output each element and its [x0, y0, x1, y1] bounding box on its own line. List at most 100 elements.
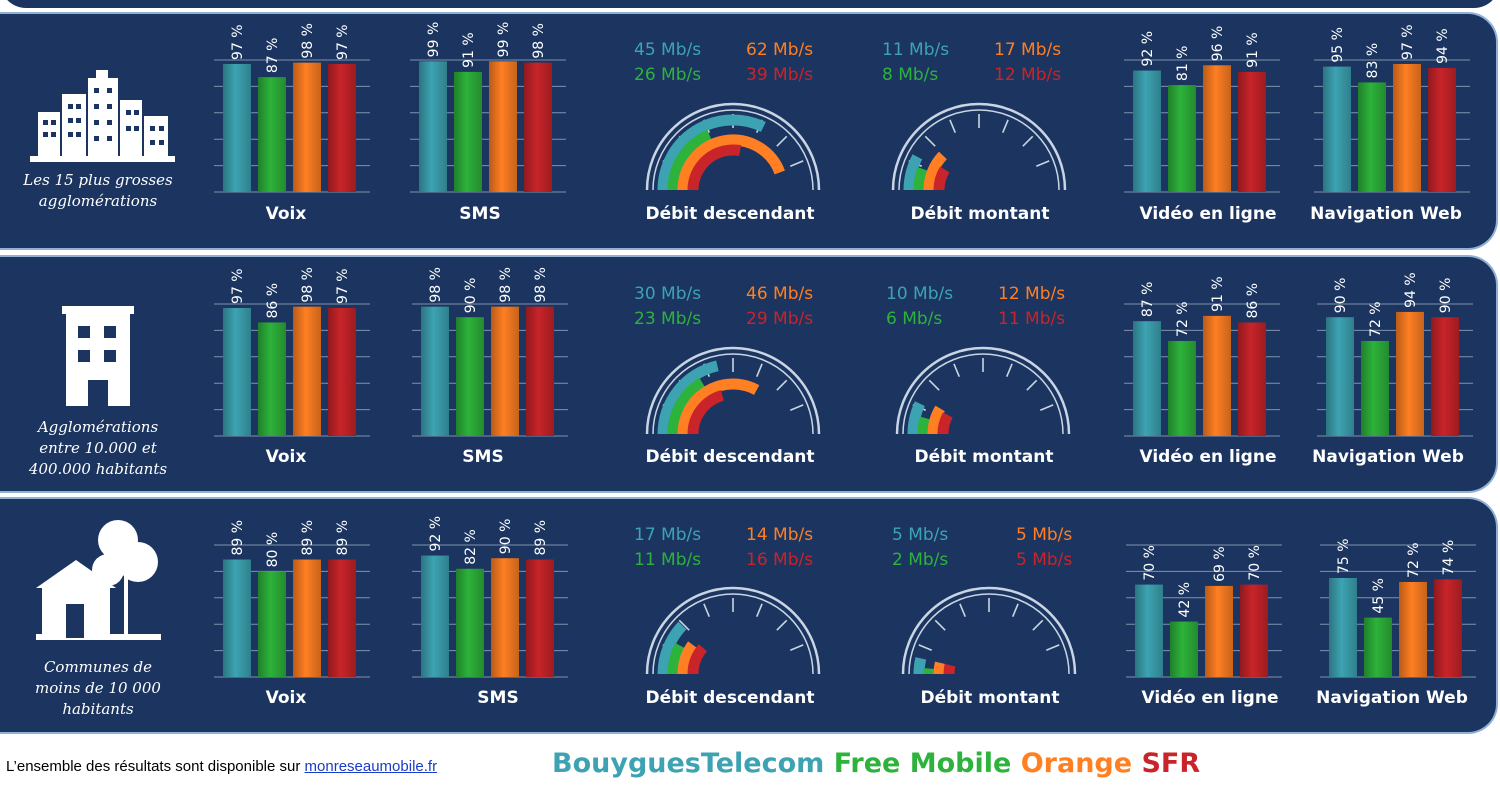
bar-sfr: [328, 307, 356, 436]
gauge-tick: [1026, 379, 1038, 391]
gauge-tick: [924, 135, 936, 147]
gauge-tick: [703, 603, 711, 618]
gauge-tick: [789, 404, 804, 412]
bar-value-label: 99 %: [496, 22, 512, 58]
metric-label-video: Vidéo en ligne: [1139, 204, 1277, 224]
gauge-arc-free: [917, 416, 931, 435]
bar-value-label: 94 %: [1403, 272, 1419, 308]
gauge-rim: [901, 586, 1077, 675]
speed-label-bouygues: 11 Mb/s: [882, 40, 950, 60]
gauge-rim: [652, 353, 814, 435]
speed-label-bouygues: 10 Mb/s: [886, 284, 954, 304]
speed-label-sfr: 29 Mb/s: [746, 309, 814, 329]
bar-value-label: 72 %: [1175, 301, 1191, 337]
gauge-tick: [776, 135, 788, 147]
gauge-arc-sfr: [943, 663, 956, 675]
bar-value-label: 99 %: [426, 22, 442, 58]
speed-label-bouygues: 30 Mb/s: [634, 284, 702, 304]
bar-chart-sms: 99 % 91 % 99 % 98 %: [410, 22, 566, 193]
bar-sfr: [526, 306, 554, 436]
speed-label-free: 8 Mb/s: [882, 65, 939, 85]
metric-label-debit-descendant: Débit descendant: [645, 447, 815, 467]
bar-value-label: 91 %: [1245, 32, 1261, 68]
bar-chart-voix: 89 % 80 % 89 % 89 %: [214, 520, 370, 678]
gauge-arc-sfr: [687, 390, 725, 435]
gauge-tick: [789, 644, 804, 652]
bar-sfr: [1238, 71, 1266, 192]
bar-value-label: 69 %: [1212, 546, 1228, 582]
bar-value-label: 98 %: [531, 23, 547, 59]
legend-sfr: SFR: [1141, 748, 1201, 779]
bar-value-label: 96 %: [1210, 26, 1226, 62]
bar-sfr: [1428, 67, 1456, 192]
bar-value-label: 87 %: [265, 38, 281, 74]
gauge-arc-sfr: [687, 144, 742, 191]
metric-label-video: Vidéo en ligne: [1139, 447, 1277, 467]
category-label-large-cities: Les 15 plus grosses agglomérations: [23, 171, 173, 210]
gauge-tick: [949, 119, 957, 134]
bar-chart-voix: 97 % 86 % 98 % 97 %: [214, 267, 370, 437]
bar-value-label: 72 %: [1368, 301, 1384, 337]
bar-orange: [491, 558, 519, 677]
bar-value-label: 80 %: [265, 532, 281, 568]
speed-label-sfr: 11 Mb/s: [998, 309, 1066, 329]
bar-free: [1364, 617, 1392, 677]
gauge-arc-orange: [677, 134, 785, 191]
legend-free: Free Mobile: [833, 748, 1012, 779]
gauge-debit-montant: [895, 346, 1071, 435]
bar-bouygues: [419, 61, 447, 192]
bar-value-label: 97 %: [230, 268, 246, 304]
metric-label-video: Vidéo en ligne: [1141, 688, 1279, 708]
bar-value-label: 91 %: [1210, 276, 1226, 312]
bar-value-label: 91 %: [461, 32, 477, 68]
bar-value-label: 70 %: [1247, 545, 1263, 581]
metric-label-voix: Voix: [265, 447, 307, 467]
gauge-debit-montant: [891, 102, 1067, 191]
metric-label-sms: SMS: [459, 204, 501, 224]
bar-chart-sms: 92 % 82 % 90 % 89 %: [412, 516, 568, 678]
bar-bouygues: [1133, 321, 1161, 436]
bar-chart-video: 92 % 81 % 96 % 91 %: [1124, 26, 1280, 193]
gauge-arc-orange: [933, 661, 946, 675]
bar-value-label: 95 %: [1330, 27, 1346, 63]
legend-bouygues: BouyguesTelecom: [552, 748, 825, 779]
gauge-arc-bouygues: [657, 360, 719, 435]
bar-bouygues: [1323, 66, 1351, 192]
bar-bouygues: [1135, 584, 1163, 677]
speed-label-orange: 5 Mb/s: [1016, 525, 1073, 545]
bar-free: [1170, 621, 1198, 677]
bar-value-label: 75 %: [1336, 538, 1352, 574]
bar-value-label: 74 %: [1441, 540, 1457, 576]
bar-bouygues: [421, 555, 449, 677]
gauge-tick: [1011, 603, 1019, 618]
gauge-tick: [1039, 404, 1054, 412]
metric-label-navigation: Navigation Web: [1312, 447, 1464, 467]
gauge-tick: [918, 644, 933, 652]
city-skyline-icon: [30, 70, 175, 162]
bar-orange: [1399, 581, 1427, 677]
gauge-tick: [934, 619, 946, 631]
bar-free: [454, 71, 482, 192]
bar-free: [456, 568, 484, 677]
gauge-arc-sfr: [933, 166, 950, 191]
bar-bouygues: [1133, 70, 1161, 192]
bar-orange: [491, 306, 519, 436]
bar-value-label: 94 %: [1435, 28, 1451, 64]
speed-label-sfr: 39 Mb/s: [746, 65, 814, 85]
bar-value-label: 90 %: [463, 278, 479, 314]
gauge-tick: [755, 603, 763, 618]
bar-value-label: 98 %: [428, 267, 444, 303]
bar-sfr: [526, 559, 554, 677]
gauge-rim: [898, 109, 1060, 191]
bar-value-label: 70 %: [1142, 545, 1158, 581]
bar-orange: [1393, 63, 1421, 193]
gauge-debit-descendant: [645, 346, 821, 435]
gauge-tick: [776, 619, 788, 631]
bar-value-label: 86 %: [1245, 283, 1261, 319]
source-link[interactable]: monreseaumobile.fr: [304, 758, 438, 775]
gauge-arc-orange: [677, 641, 698, 675]
gauge-tick: [928, 379, 940, 391]
bar-orange: [293, 306, 321, 436]
bar-chart-voix: 97 % 87 % 98 % 97 %: [214, 23, 370, 193]
bar-value-label: 83 %: [1365, 43, 1381, 79]
